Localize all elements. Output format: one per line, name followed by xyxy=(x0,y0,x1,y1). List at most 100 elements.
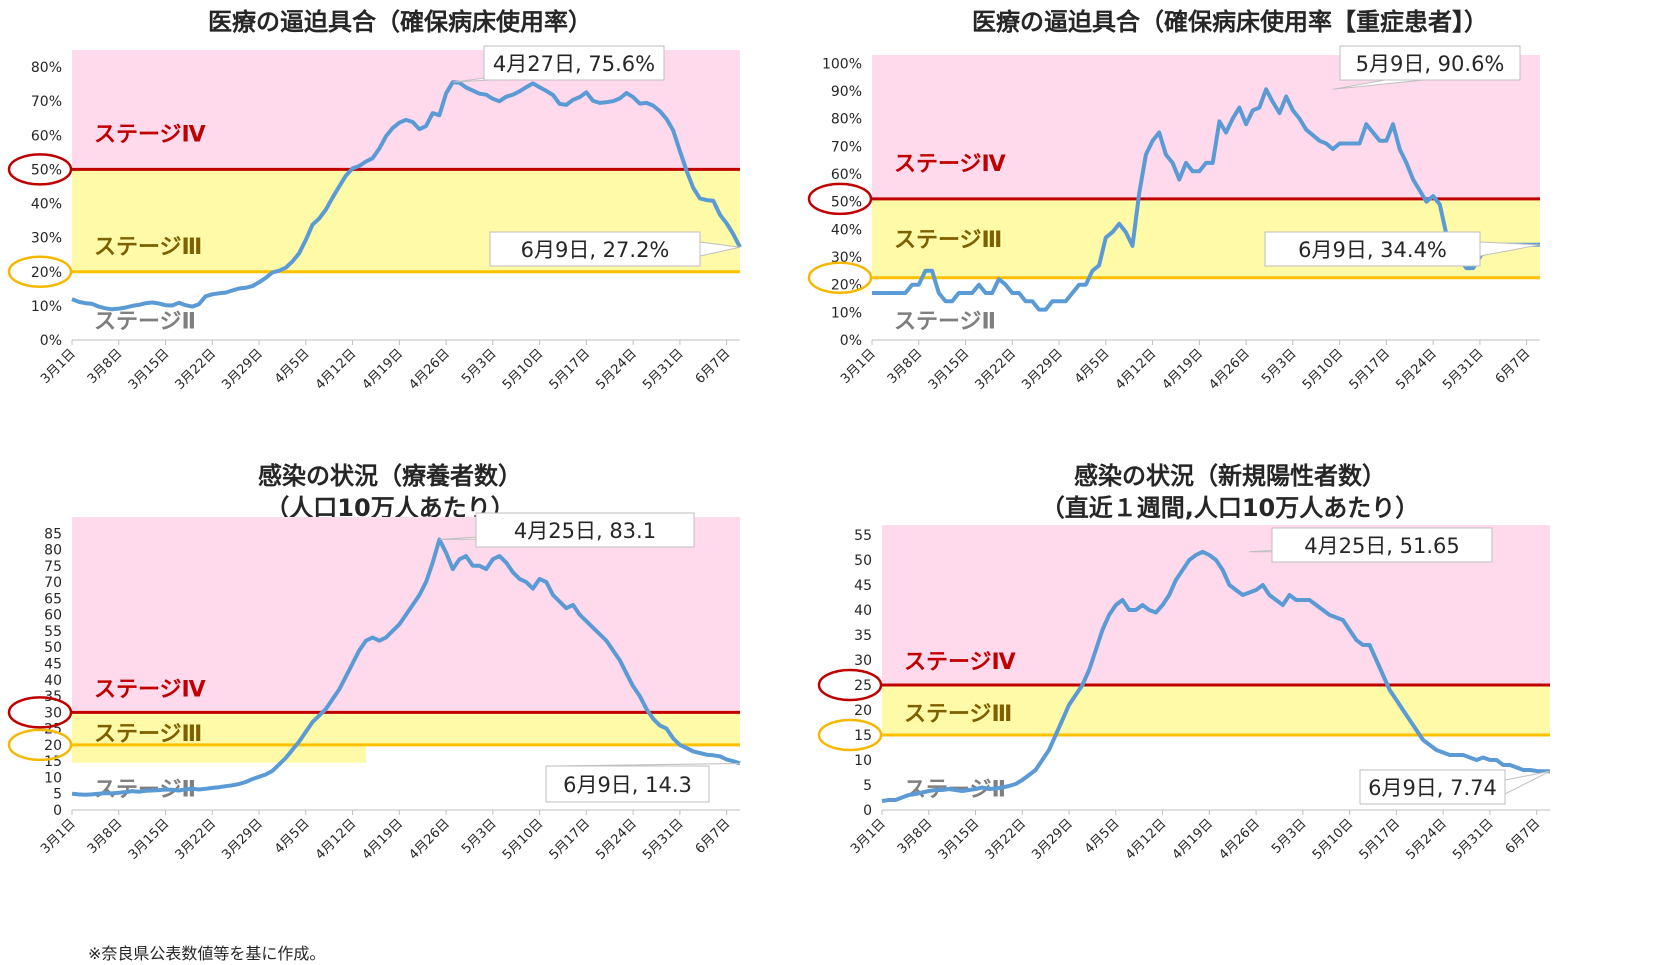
x-tick-label: 5月3日 xyxy=(459,816,500,857)
x-tick-label: 4月5日 xyxy=(1072,346,1113,387)
series-line xyxy=(881,549,1550,803)
y-tick-label: 30% xyxy=(31,231,62,247)
threshold-circle xyxy=(817,718,883,752)
chart-svg: 0%10%20%30%40%50%60%70%80%3月1日 3月8日 3月15日 3… xyxy=(7,45,742,393)
x-tick-label: 3月8日 xyxy=(895,816,936,857)
y-tick-label: 40 xyxy=(854,603,872,619)
x-tick-label: 3月29日 xyxy=(1019,346,1066,393)
last-callout: 6月9日, 34.4% xyxy=(1264,231,1541,267)
y-tick-label: 45 xyxy=(854,578,872,594)
x-tick-label: 5月31日 xyxy=(1440,346,1487,393)
x-tick-label: 5月10日 xyxy=(1310,816,1357,863)
x-tick-label: 4月26日 xyxy=(1206,346,1253,393)
x-tick-label: 3月22日 xyxy=(173,346,220,393)
x-tick-label: 5月17日 xyxy=(547,816,594,863)
stage3-label: ステージⅢ xyxy=(94,235,202,260)
y-tick-label: 50% xyxy=(831,195,862,211)
y-tick-label: 70% xyxy=(831,139,862,155)
y-tick-label: 15 xyxy=(854,728,872,744)
y-tick-label: 80 xyxy=(44,543,62,559)
y-tick-label: 30 xyxy=(854,653,872,669)
chart-title: 感染の状況（新規陽性者数） xyxy=(1074,462,1386,490)
y-tick-label: 60% xyxy=(31,128,62,144)
last-callout: 6月9日, 7.74 xyxy=(1359,769,1551,805)
threshold-circle xyxy=(807,261,873,294)
chart-title: 医療の逼迫具合（確保病床使用率【重症患者】） xyxy=(972,8,1488,36)
x-tick-label: 3月15日 xyxy=(926,346,973,393)
series-line xyxy=(71,537,741,797)
x-tick-label: 5月17日 xyxy=(547,346,594,393)
x-tick-label: 3月29日 xyxy=(1029,816,1076,863)
y-tick-label: 20% xyxy=(831,278,862,294)
x-tick-label: 4月5日 xyxy=(1082,816,1123,857)
x-tick-label: 3月1日 xyxy=(838,346,879,387)
series-line xyxy=(872,87,1540,312)
threshold-circle xyxy=(7,728,73,762)
x-tick-label: 5月3日 xyxy=(1259,346,1300,387)
y-tick-label: 40% xyxy=(31,197,62,213)
y-tick-label: 20 xyxy=(854,703,872,719)
last-callout: 6月9日, 14.3 xyxy=(545,762,741,803)
callout-label: 4月27日, 75.6% xyxy=(493,52,655,76)
x-tick-label: 4月19日 xyxy=(1160,346,1207,393)
callout-box xyxy=(483,45,665,81)
y-tick-label: 20 xyxy=(44,738,62,754)
y-tick-label: 80% xyxy=(831,112,862,128)
y-tick-label: 20% xyxy=(31,265,62,281)
y-tick-label: 5 xyxy=(53,787,62,803)
x-tick-label: 5月10日 xyxy=(1300,346,1347,393)
x-tick-label: 4月5日 xyxy=(272,816,313,857)
y-tick-label: 50% xyxy=(31,162,62,178)
y-tick-label: 0 xyxy=(53,803,62,819)
stage4-label: ステージⅣ xyxy=(894,152,1007,177)
chart-panel-4: 感染の状況（新規陽性者数） （直近１週間,人口10万人あたり） 0 5 10 15 20… xyxy=(817,460,1670,940)
y-tick-label: 10% xyxy=(831,305,862,321)
series-line xyxy=(71,80,742,312)
x-tick-label: 4月12日 xyxy=(1123,816,1170,863)
x-tick-label: 3月15日 xyxy=(936,816,983,863)
stage3-label: ステージⅢ xyxy=(94,722,202,747)
chart-subtitle: （直近１週間,人口10万人あたり） xyxy=(1040,494,1420,522)
callout-label: 4月25日, 83.1 xyxy=(514,519,656,543)
chart-panel-1: 医療の逼迫具合（確保病床使用率） 0% 10% 20% 30% 40% 50% 60% 70%… xyxy=(0,0,830,460)
y-tick-label: 35 xyxy=(854,628,872,644)
y-tick-label: 45 xyxy=(44,657,62,673)
x-tick-label: 3月8日 xyxy=(85,346,126,387)
x-tick-label: 3月15日 xyxy=(126,816,173,863)
chart-svg: 0%10%20%30%40%50%60%70%80%90%100%3月1日 3月8… xyxy=(807,45,1541,393)
x-tick-label: 5月24日 xyxy=(593,346,640,393)
x-tick-label: 3月1日 xyxy=(38,816,79,857)
x-tick-label: 3月22日 xyxy=(173,816,220,863)
x-tick-label: 3月1日 xyxy=(848,816,889,857)
callout-label: 6月9日, 14.3 xyxy=(563,773,692,797)
y-tick-label: 65 xyxy=(44,591,62,607)
y-tick-label: 60% xyxy=(831,167,862,183)
callout-label: 6月9日, 34.4% xyxy=(1298,238,1447,262)
y-tick-label: 50 xyxy=(854,553,872,569)
x-tick-label: 3月8日 xyxy=(85,816,126,857)
x-tick-label: 6月7日 xyxy=(693,816,734,857)
x-tick-label: 4月12日 xyxy=(313,346,360,393)
x-tick-label: 5月3日 xyxy=(1269,816,1310,857)
x-tick-label: 5月17日 xyxy=(1357,816,1404,863)
peak-callout: 4月27日, 75.6% xyxy=(452,45,665,83)
callout-box xyxy=(1271,527,1493,563)
peak-callout: 4月25日, 51.65 xyxy=(1249,527,1493,563)
peak-callout: 5月9日, 90.6% xyxy=(1332,45,1521,90)
x-tick-label: 3月29日 xyxy=(219,816,266,863)
callout-label: 6月9日, 7.74 xyxy=(1368,776,1497,800)
y-tick-label: 10 xyxy=(854,753,872,769)
threshold-circle xyxy=(7,255,73,289)
y-tick-label: 30 xyxy=(44,705,62,721)
y-tick-label: 5 xyxy=(863,778,872,794)
x-tick-label: 5月31日 xyxy=(640,816,687,863)
y-tick-label: 0% xyxy=(40,333,62,349)
y-tick-label: 85 xyxy=(44,526,62,542)
y-tick-label: 0% xyxy=(840,333,862,349)
callout-box xyxy=(1359,769,1506,805)
footnote: ※奈良県公表数値等を基に作成。 xyxy=(88,944,326,963)
callout-box xyxy=(475,512,695,548)
x-tick-label: 4月26日 xyxy=(406,346,453,393)
chart-title: 感染の状況（療養者数） xyxy=(258,462,522,490)
